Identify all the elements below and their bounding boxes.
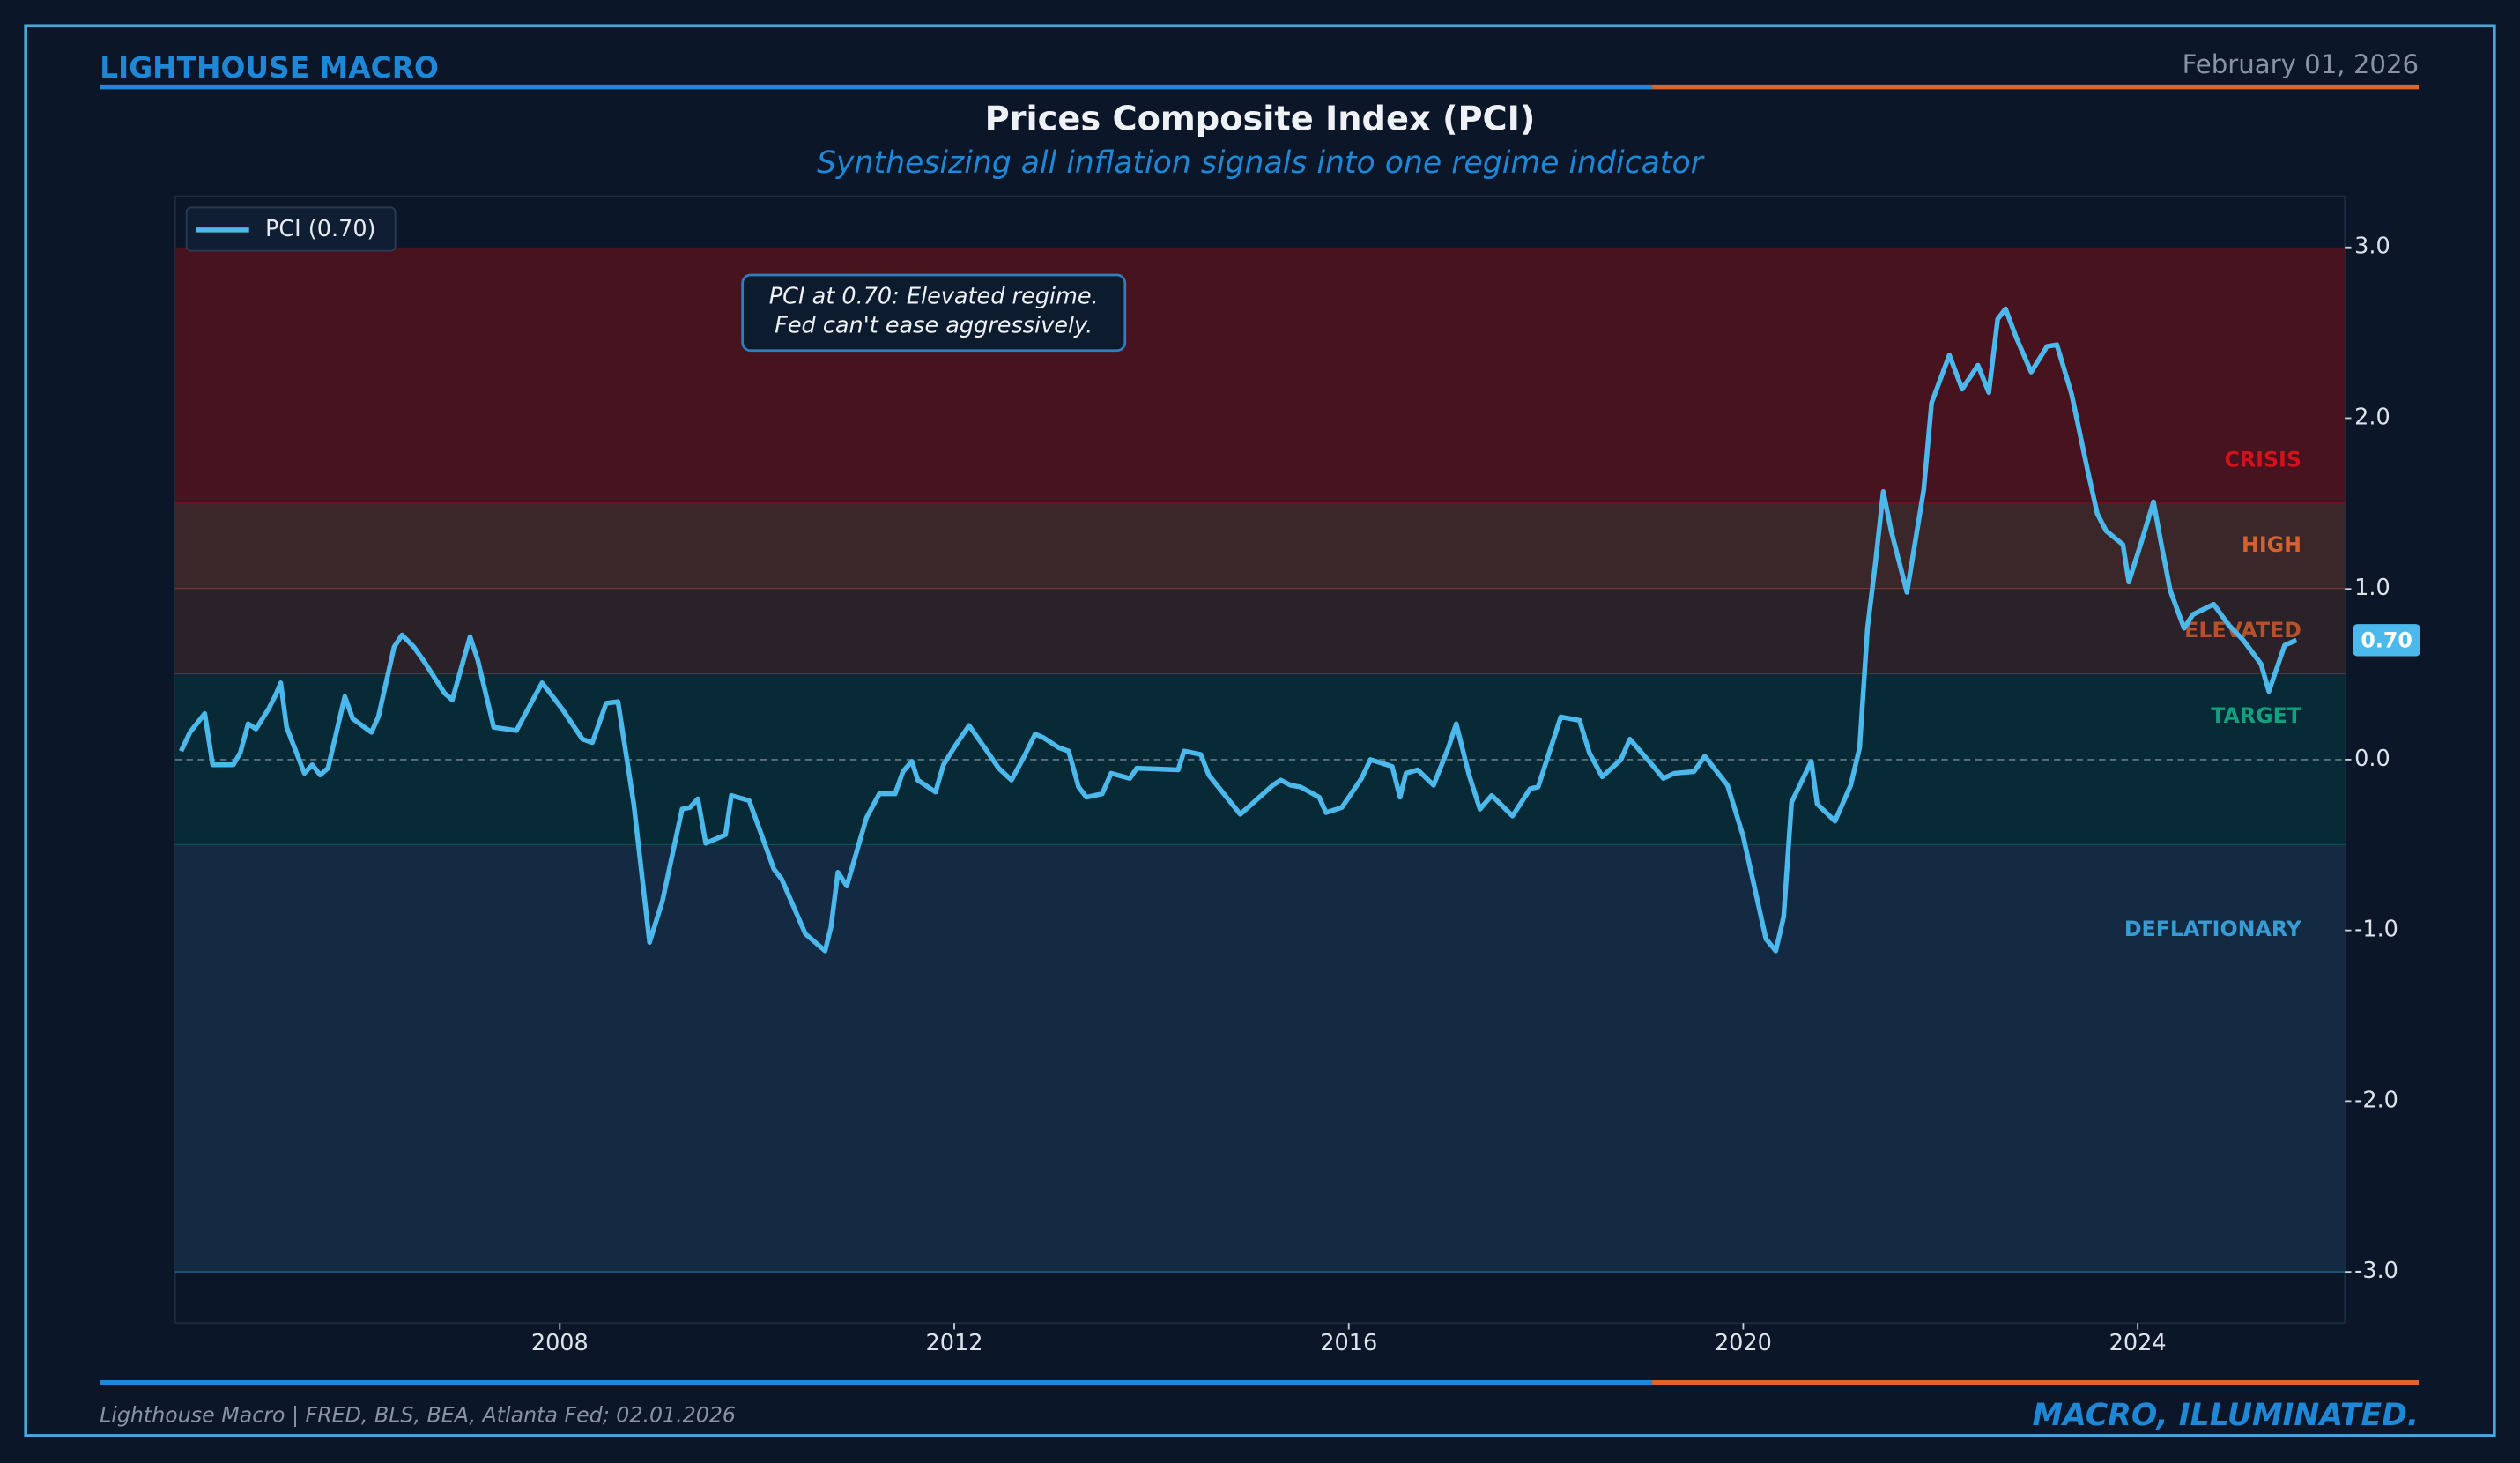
last-value-label: 0.70 [2361, 628, 2412, 653]
x-tick-label: 2024 [2109, 1330, 2167, 1356]
last-value-badge [2353, 624, 2420, 657]
y-tick-label: -1.0 [2354, 917, 2398, 943]
regime-band [174, 589, 2346, 675]
x-tick-label: 2012 [926, 1330, 983, 1356]
y-tick-label: 0.0 [2354, 746, 2390, 772]
y-tick-label: 3.0 [2354, 234, 2390, 260]
legend-label: PCI (0.70) [265, 216, 376, 242]
series-line [179, 306, 2298, 954]
source: Lighthouse Macro | FRED, BLS, BEA, Atlan… [100, 1403, 736, 1428]
brand: LIGHTHOUSE MACRO [100, 51, 439, 85]
band-label: TARGET [2211, 703, 2302, 728]
regime-band [174, 247, 2346, 504]
band-label: DEFLATIONARY [2124, 917, 2302, 941]
y-tick-label: 1.0 [2354, 575, 2390, 601]
band-label: HIGH [2242, 532, 2301, 557]
band-label: CRISIS [2225, 447, 2301, 472]
annotation-box [741, 273, 1127, 353]
regime-band [174, 844, 2346, 1273]
y-tick-label: -3.0 [2354, 1258, 2398, 1284]
tagline: MACRO, ILLUMINATED. [2033, 1398, 2420, 1433]
y-tick-label: 2.0 [2354, 404, 2390, 430]
y-tick-label: -2.0 [2354, 1087, 2398, 1113]
chart-title: Prices Composite Index (PCI) [985, 99, 1536, 138]
x-tick-label: 2020 [1715, 1330, 1772, 1356]
annotation: PCI at 0.70: Elevated regime. Fed can't e… [769, 284, 1099, 339]
frame [24, 24, 2496, 1437]
x-tick-label: 2008 [531, 1330, 589, 1356]
chart-subtitle: Synthesizing all inflation signals into … [817, 145, 1706, 181]
legend-box [185, 206, 397, 252]
x-tick-label: 2016 [1320, 1330, 1377, 1356]
regime-band [174, 503, 2346, 590]
date: February 01, 2026 [2183, 49, 2419, 79]
